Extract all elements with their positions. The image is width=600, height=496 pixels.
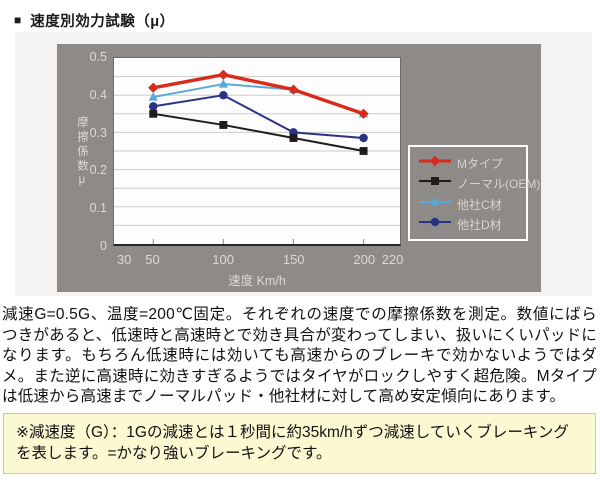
circle-marker-icon [418,215,452,234]
y-tick-label: 0.5 [89,50,107,64]
description-text: 減速G=0.5G、温度=200℃固定。それぞれの速度での摩擦係数を測定。数値にば… [2,306,597,405]
note-text: ※減速度（G）：1Gの減速とは１秒間に約35km/hずつ減速していくブレーキング… [16,423,569,463]
section-title: ■ 速度別効力試験（μ） [0,0,600,31]
section-title-text: 速度別効力試験（μ） [30,13,175,30]
triangle-marker-icon [418,195,452,214]
x-tick-label: 100 [212,252,234,267]
section-bullet-icon: ■ [14,13,22,27]
y-tick-label: 0 [100,239,107,253]
legend-label: ノーマル(OEM) [457,177,541,192]
y-tick-label: 0.2 [89,163,107,178]
legend-label: 他社C材 [457,197,502,212]
legend: Mタイプノーマル(OEM) 他社C材他社D材 [408,145,540,241]
legend-label: 他社D材 [457,218,502,233]
y-axis-title: 摩擦係数μ [76,116,88,189]
x-tick-label: 200 [353,252,376,267]
friction-chart: 摩擦係数μ 0.5 0.4 0.3 0.2 0.1 0 30 50 100 150 200 220 … [57,44,541,292]
plot-area [113,57,401,246]
legend-item: 他社D材 [418,216,520,234]
x-axis-title: 速度 Km/h [228,274,286,288]
legend-item: ノーマル(OEM) [418,174,540,193]
x-tick-label: 50 [145,252,160,267]
y-tick-label: 0.3 [89,125,107,140]
diamond-marker-icon [418,154,452,173]
chart-series-svg [114,69,400,244]
chart-panel: 摩擦係数μ 0.5 0.4 0.3 0.2 0.1 0 30 50 100 150 200 220 … [15,32,592,296]
legend-label: Mタイプ [457,156,503,171]
y-tick-label: 0.1 [89,201,107,216]
note-box: ※減速度（G）：1Gの減速とは１秒間に約35km/hずつ減速していくブレーキング… [3,412,596,474]
legend-item: Mタイプ [418,154,520,172]
y-tick-label: 0.4 [89,87,107,102]
x-tick-label: 220 [381,252,404,267]
legend-item: 他社C材 [418,195,520,213]
x-tick-label: 150 [282,252,305,267]
square-marker-icon [418,174,452,193]
x-tick-label: 30 [117,252,132,267]
